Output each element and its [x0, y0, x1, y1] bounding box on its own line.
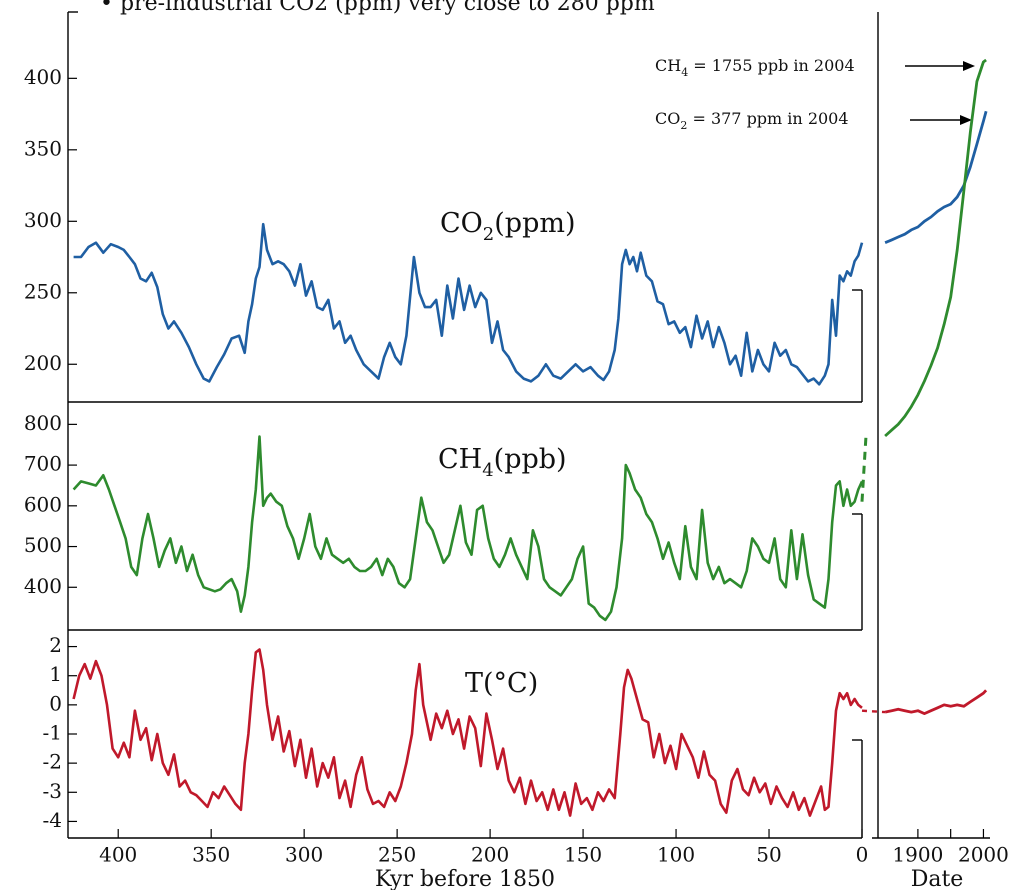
ytick-label-ch4-1: 500	[24, 533, 62, 557]
ytick-label-co2-3: 350	[24, 136, 62, 160]
series-temp-instrumental	[884, 689, 988, 715]
ytick-label-ch4-4: 800	[24, 411, 62, 435]
ytick-label-ch4-2: 600	[24, 492, 62, 516]
xtick-label-date-2: 2000	[958, 843, 1009, 867]
xtick-label-kyr-7: 50	[756, 843, 781, 867]
ytick-label-temp-4: 0	[49, 691, 62, 715]
annotation-co2: CO2 = 377 ppm in 2004	[655, 109, 849, 132]
xtick-label-kyr-0: 400	[99, 843, 137, 867]
series-ch4-ice-core	[72, 435, 864, 622]
ytick-label-co2-4: 400	[24, 65, 62, 89]
panel-label-temp: T(°C)	[465, 668, 538, 699]
ytick-label-co2-0: 200	[24, 351, 62, 375]
annotation-ch4: CH4 = 1755 ppb in 2004	[655, 56, 855, 79]
series-temp-ice-core	[72, 648, 863, 817]
ytick-label-temp-5: 1	[49, 662, 62, 686]
xtick-label-kyr-8: 0	[856, 843, 869, 867]
series-co2-ice-core	[73, 222, 864, 386]
ytick-label-co2-2: 300	[24, 208, 62, 232]
annotation-arrow-head-ch4	[963, 61, 975, 71]
series-temp-gap-dashed	[861, 709, 886, 714]
ytick-label-temp-0: -4	[43, 808, 62, 832]
x-axis-title-date: Date	[911, 867, 964, 890]
panel-label-co2: CO2(ppm)	[440, 208, 576, 245]
xtick-label-kyr-6: 100	[657, 843, 695, 867]
xtick-label-kyr-4: 200	[471, 843, 509, 867]
x-axis-title-kyr: Kyr before 1850	[375, 867, 555, 890]
ytick-label-temp-3: -1	[43, 721, 62, 745]
series-co2-instrumental	[884, 110, 988, 244]
xtick-label-kyr-3: 250	[378, 843, 416, 867]
xtick-label-kyr-2: 300	[285, 843, 323, 867]
xtick-label-kyr-1: 350	[192, 843, 230, 867]
xtick-label-kyr-5: 150	[564, 843, 602, 867]
ytick-label-temp-2: -2	[43, 750, 62, 774]
ytick-label-ch4-3: 700	[24, 452, 62, 476]
ytick-label-co2-1: 250	[24, 279, 62, 303]
annotation-arrow-head-co2	[960, 115, 972, 125]
ytick-label-temp-1: -3	[43, 779, 62, 803]
series-ch4-instrumental	[884, 58, 987, 438]
ytick-label-temp-6: 2	[49, 633, 62, 657]
series-ch4-gap-dashed	[860, 435, 868, 502]
panel-label-ch4: CH4(ppb)	[438, 444, 567, 481]
top-caption: • pre-industrial CO2 (ppm) very close to…	[100, 0, 655, 16]
xtick-label-date-0: 1900	[892, 843, 943, 867]
ytick-label-ch4-0: 400	[24, 574, 62, 598]
